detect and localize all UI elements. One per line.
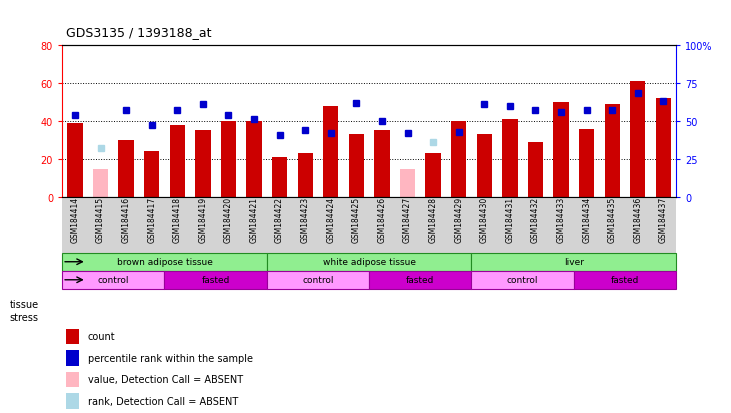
Bar [93,169,108,198]
Text: liver: liver [564,258,584,267]
Bar [502,120,518,198]
Bar [67,123,83,198]
Text: stress: stress [10,312,39,322]
Bar [425,154,441,198]
Bar [164,271,267,289]
Bar [62,253,267,271]
Bar [349,135,364,198]
Text: value, Detection Call = ABSENT: value, Detection Call = ABSENT [88,375,243,385]
Text: white adipose tissue: white adipose tissue [322,258,416,267]
Bar [62,271,164,289]
Bar [528,142,543,198]
Bar [221,121,236,198]
Bar [400,169,415,198]
Bar [471,271,574,289]
Bar [656,99,671,198]
Text: control: control [302,275,334,285]
Text: percentile rank within the sample: percentile rank within the sample [88,353,253,363]
Bar [267,253,471,271]
Bar [471,253,676,271]
Bar [451,121,466,198]
Bar [374,131,390,198]
Bar [246,121,262,198]
Bar [195,131,211,198]
Bar [272,158,287,198]
Bar [605,104,620,198]
Text: brown adipose tissue: brown adipose tissue [116,258,213,267]
Bar [553,102,569,198]
Bar [630,82,645,198]
Bar [579,129,594,198]
Bar [267,271,369,289]
Text: fasted: fasted [406,275,434,285]
Bar [170,126,185,198]
Bar [323,106,338,198]
Text: count: count [88,332,115,342]
Text: rank, Detection Call = ABSENT: rank, Detection Call = ABSENT [88,396,238,406]
Text: tissue: tissue [10,299,39,309]
Bar [477,135,492,198]
Bar [574,271,676,289]
Bar [369,271,471,289]
Text: fasted: fasted [611,275,639,285]
Bar [298,154,313,198]
Text: control: control [97,275,129,285]
Text: GDS3135 / 1393188_at: GDS3135 / 1393188_at [66,26,211,39]
Bar [144,152,159,198]
Text: fasted: fasted [202,275,230,285]
Bar [118,140,134,198]
Text: control: control [507,275,539,285]
